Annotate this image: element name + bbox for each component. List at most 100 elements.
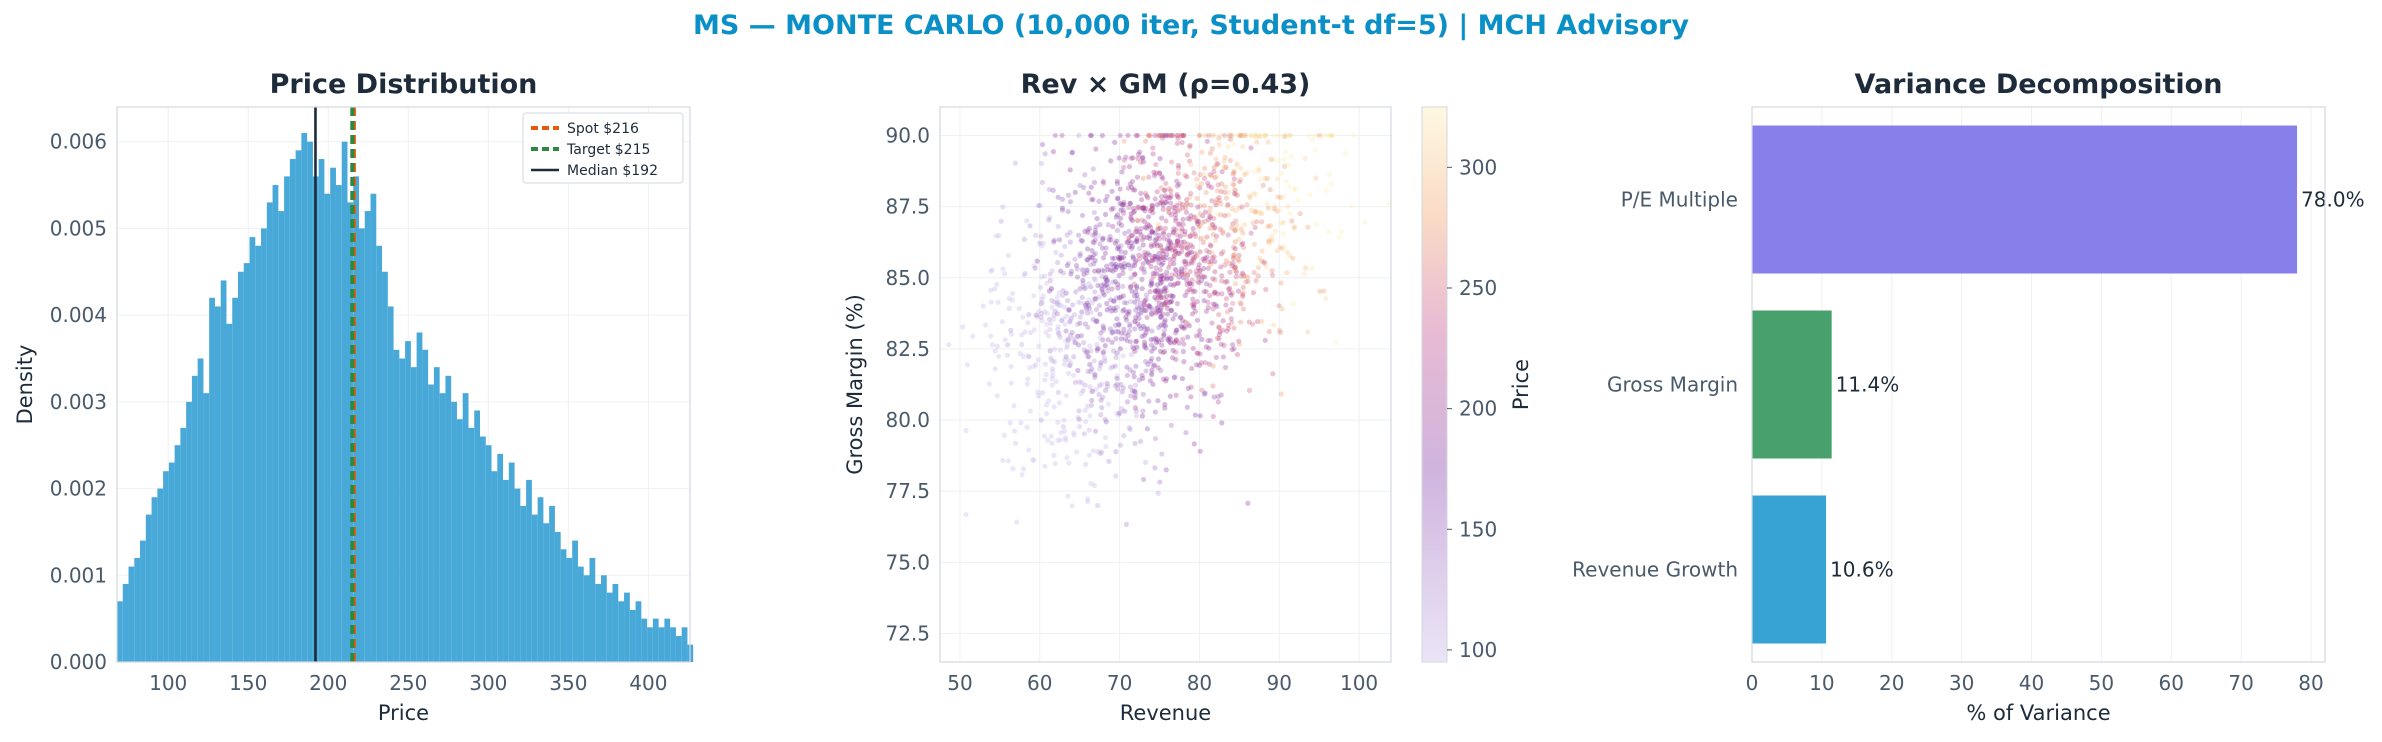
scatter-point: [1241, 272, 1247, 278]
scatter-point: [1180, 336, 1186, 343]
hist-bar: [664, 618, 671, 662]
scatter-point: [1161, 248, 1167, 254]
scatter-point: [1115, 412, 1121, 418]
scatter-point: [1152, 288, 1158, 294]
scatter-point: [1059, 207, 1066, 213]
scatter-point: [1129, 217, 1136, 224]
scatter-point: [1270, 156, 1276, 162]
scatter-point: [1142, 249, 1148, 255]
scatter-point: [1101, 180, 1107, 186]
scatter-point: [1082, 228, 1088, 234]
scatter-point: [1223, 195, 1230, 201]
scatter-point: [1174, 238, 1180, 244]
scatter-point: [1323, 295, 1329, 301]
scatter-point: [1149, 306, 1155, 312]
scatter-point: [1116, 410, 1123, 416]
scatter-point: [1136, 305, 1142, 311]
hist-bar: [480, 436, 486, 662]
scatter-point: [1113, 261, 1119, 268]
scatter-point: [1204, 254, 1210, 260]
hist-bar: [122, 583, 129, 662]
scatter-point: [1126, 235, 1132, 241]
scatter-point: [1131, 374, 1137, 380]
scatter-point: [1201, 258, 1207, 264]
scatter-point: [1278, 194, 1284, 200]
scatter-point: [1144, 193, 1150, 199]
scatter-point: [1129, 232, 1135, 239]
scatter-point: [1211, 254, 1217, 260]
scatter-point: [1125, 185, 1131, 191]
scatter-point: [1141, 219, 1148, 225]
scatter-point: [1146, 233, 1153, 239]
hist-bar: [214, 306, 221, 662]
scatter-point: [1136, 377, 1142, 383]
scatter-point: [1240, 230, 1246, 236]
scatter-point: [1231, 325, 1237, 331]
scatter-point: [1041, 309, 1048, 315]
scatter-point: [1136, 256, 1142, 262]
scatter-point: [1195, 204, 1201, 210]
scatter-point: [1195, 265, 1201, 271]
scatter-point: [1185, 321, 1191, 327]
scatter-point: [1313, 221, 1320, 227]
scatter-point: [1197, 203, 1204, 209]
scatter-point: [1238, 165, 1244, 171]
scatter-point: [1130, 205, 1137, 212]
scatter-point: [1207, 242, 1214, 248]
scatter-point: [1086, 452, 1092, 459]
scatter-point: [1077, 379, 1083, 385]
scatter-point: [1180, 216, 1186, 222]
scatter-point: [1181, 239, 1187, 245]
scatter-point: [1179, 324, 1185, 331]
scatter-point: [1022, 329, 1028, 335]
scatter-point: [1157, 255, 1164, 261]
scatter-point: [1080, 388, 1086, 394]
scatter-point: [1119, 255, 1125, 261]
scatter-point: [1114, 238, 1120, 244]
scatter-point: [1145, 303, 1152, 309]
scatter-point: [1122, 408, 1128, 414]
scatter-point: [1207, 282, 1213, 288]
scatter-point: [1100, 323, 1106, 329]
scatter-point: [1113, 473, 1119, 479]
scatter-point: [1209, 320, 1215, 326]
scatter-point: [1206, 345, 1212, 351]
scatter-point: [1102, 197, 1109, 204]
scatter-point: [1185, 334, 1191, 340]
scatter-point: [1135, 311, 1141, 317]
scatter-point: [1202, 390, 1208, 396]
scatter-point: [1121, 299, 1127, 306]
scatter-point: [1092, 296, 1098, 302]
scatter-point: [1221, 132, 1227, 139]
scatter-point: [1138, 265, 1145, 272]
scatter-point: [1161, 235, 1167, 241]
scatter-point: [1089, 254, 1096, 261]
scatter-point: [1133, 307, 1139, 313]
scatter-point: [1001, 432, 1007, 438]
scatter-point: [1057, 347, 1063, 353]
scatter-point: [1101, 268, 1107, 274]
scatter-point: [1107, 267, 1114, 273]
scatter-point: [1160, 272, 1166, 278]
scatter-point: [1087, 132, 1094, 139]
hist-bar: [681, 627, 688, 662]
scatter-point: [1100, 394, 1106, 400]
scatter-point: [1140, 205, 1147, 212]
scatter-point: [1261, 132, 1268, 139]
scatter-point: [1159, 200, 1165, 206]
hist-bar: [370, 193, 377, 662]
scatter-point: [1227, 290, 1233, 296]
scatter-point: [1232, 254, 1238, 260]
scatter-point: [1229, 320, 1235, 326]
scatter-point: [1098, 449, 1105, 455]
scatter-point: [1197, 185, 1203, 191]
scatter-point: [1174, 241, 1180, 247]
scatter-point: [1114, 264, 1120, 271]
scatter-point: [1054, 311, 1060, 317]
scatter-point: [1092, 289, 1098, 295]
scatter-point: [1211, 290, 1217, 297]
scatter-point: [1083, 419, 1089, 425]
scatter-point: [1110, 329, 1116, 335]
scatter-point: [1141, 205, 1147, 211]
scatter-point: [1165, 207, 1171, 213]
